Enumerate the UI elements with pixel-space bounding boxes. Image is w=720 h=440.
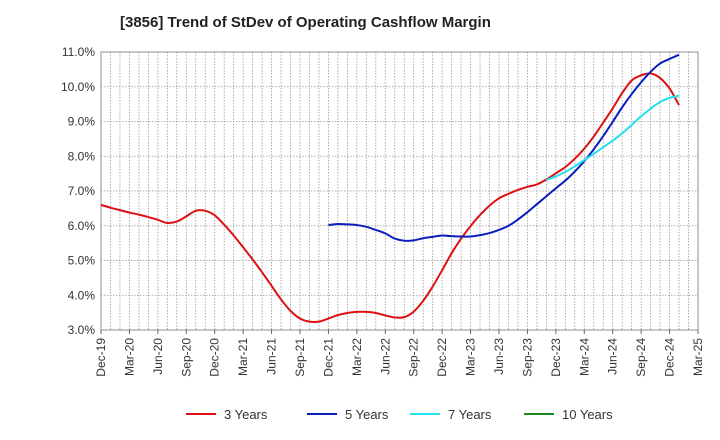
x-tick-label: Sep-22 <box>407 338 421 377</box>
y-tick-label: 8.0% <box>68 149 96 163</box>
legend-label: 3 Years <box>224 407 268 422</box>
x-tick-label: Jun-24 <box>606 338 620 375</box>
x-tick-label: Dec-19 <box>94 338 108 377</box>
x-tick-label: Sep-20 <box>179 338 193 377</box>
x-tick-label: Dec-24 <box>663 338 677 377</box>
x-tick-label: Dec-22 <box>435 338 449 377</box>
y-tick-label: 10.0% <box>61 80 95 94</box>
legend-label: 10 Years <box>562 407 613 422</box>
x-tick-label: Dec-20 <box>208 338 222 377</box>
x-tick-label: Sep-21 <box>293 338 307 377</box>
y-tick-label: 11.0% <box>62 45 95 59</box>
y-tick-label: 9.0% <box>68 115 96 129</box>
x-tick-label: Mar-25 <box>691 338 705 376</box>
x-tick-label: Mar-21 <box>236 338 250 376</box>
x-tick-label: Dec-23 <box>549 338 563 377</box>
y-tick-label: 3.0% <box>68 323 96 337</box>
x-tick-label: Jun-20 <box>151 338 165 375</box>
x-tick-label: Mar-22 <box>350 338 364 376</box>
y-tick-label: 5.0% <box>68 254 96 268</box>
chart-title: [3856] Trend of StDev of Operating Cashf… <box>120 14 491 31</box>
x-tick-label: Jun-23 <box>492 338 506 375</box>
legend-label: 7 Years <box>448 407 492 422</box>
y-tick-label: 7.0% <box>68 184 96 198</box>
series-line-5-years <box>328 53 680 242</box>
x-tick-label: Mar-24 <box>577 338 591 376</box>
series-line-3-years <box>100 72 680 324</box>
legend-label: 5 Years <box>345 407 389 422</box>
x-tick-label: Mar-20 <box>122 338 136 376</box>
x-tick-label: Sep-23 <box>520 338 534 377</box>
x-tick-label: Mar-23 <box>464 338 478 376</box>
x-tick-label: Jun-21 <box>265 338 279 375</box>
y-tick-label: 4.0% <box>68 288 96 302</box>
x-tick-label: Jun-22 <box>378 338 392 375</box>
series-line-7-years <box>546 94 680 181</box>
y-tick-label: 6.0% <box>68 219 96 233</box>
x-tick-label: Dec-21 <box>321 338 335 377</box>
x-tick-label: Sep-24 <box>634 338 648 377</box>
